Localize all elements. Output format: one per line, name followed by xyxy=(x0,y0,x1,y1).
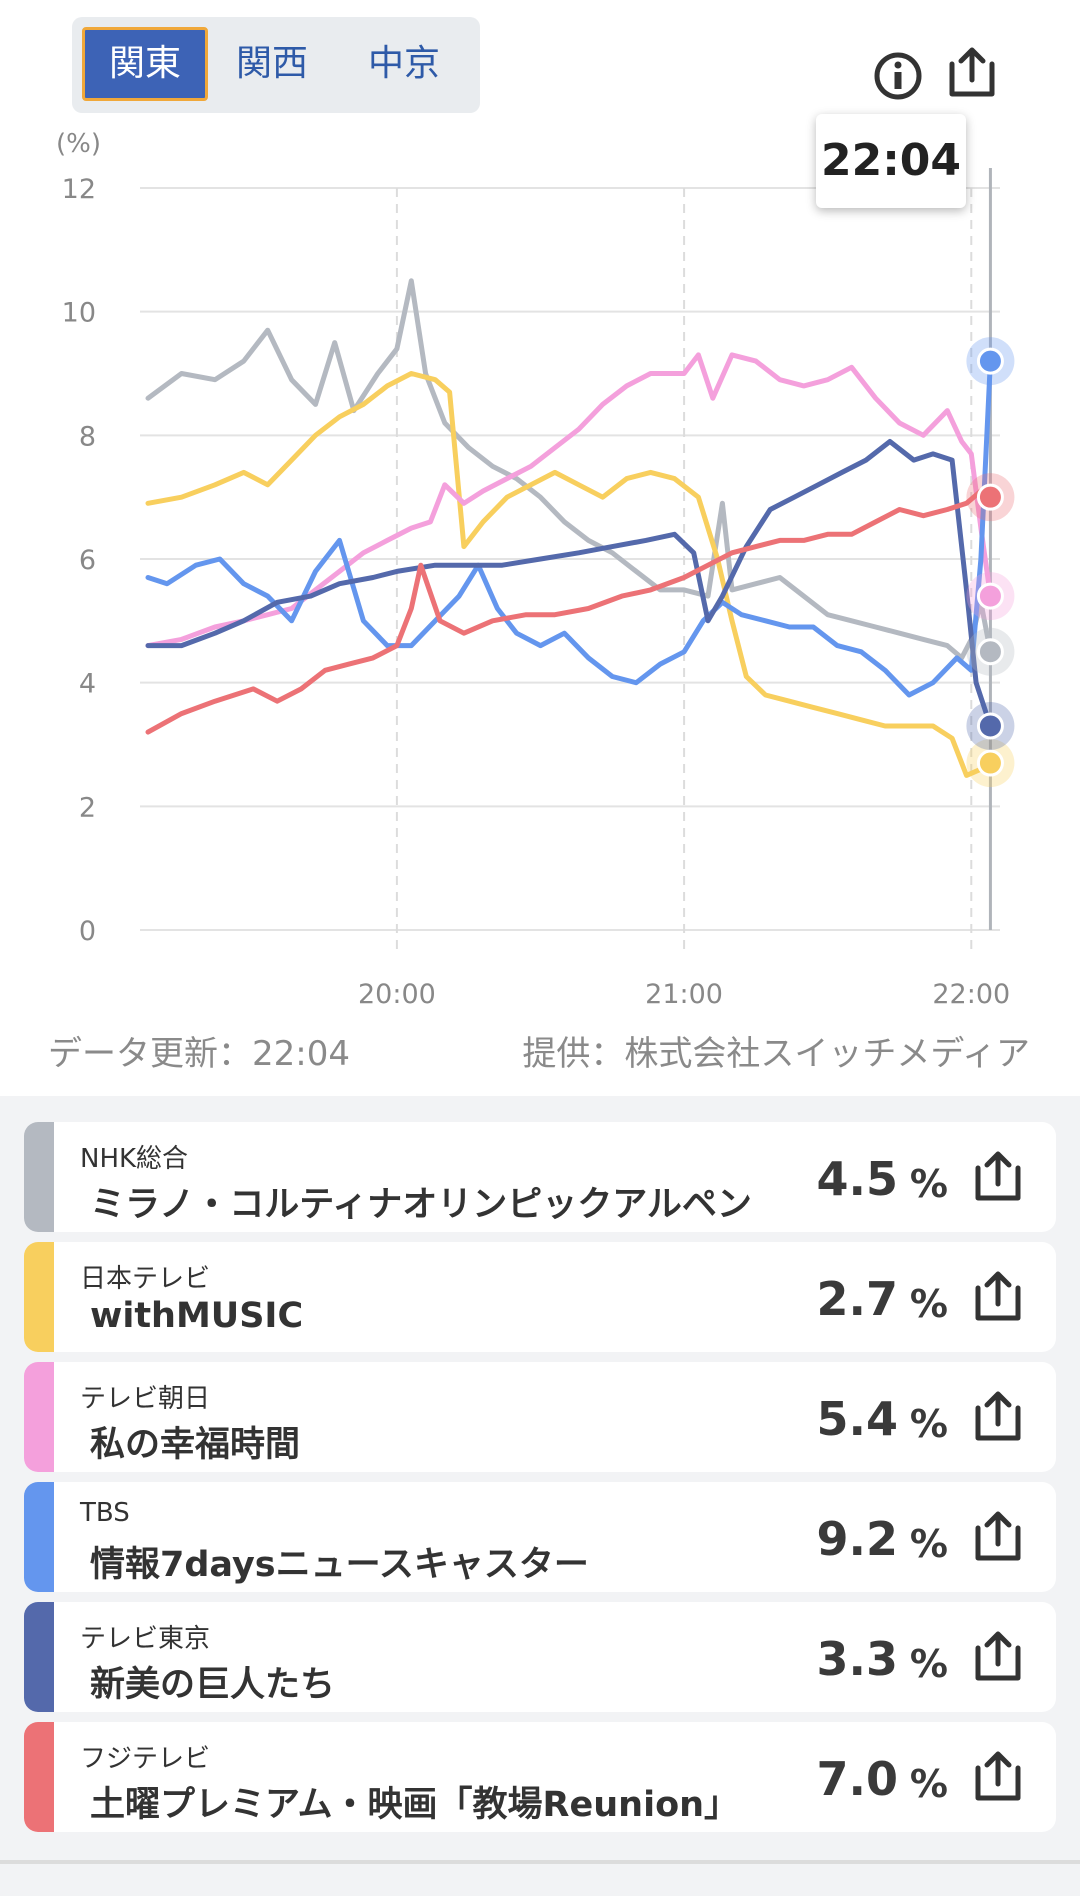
rating-value: 3.3 xyxy=(816,1632,899,1686)
program-title: 私の幸福時間 xyxy=(90,1425,301,1465)
y-axis-label: (%) xyxy=(56,129,101,159)
channel-name: フジテレビ xyxy=(80,1744,211,1774)
channel-card[interactable]: テレビ東京新美の巨人たち 3.3% xyxy=(24,1602,1056,1712)
rating-unit: % xyxy=(909,1402,948,1446)
channel-color-stripe xyxy=(24,1602,54,1712)
series-line xyxy=(145,488,993,735)
channel-color-stripe xyxy=(24,1362,54,1472)
y-tick-label: 6 xyxy=(79,545,96,576)
y-tick-label: 0 xyxy=(79,916,96,947)
y-tick-label: 4 xyxy=(79,669,96,700)
channel-color-stripe xyxy=(24,1122,54,1232)
program-title: ミラノ・コルティナオリンピックアルペン xyxy=(90,1185,752,1225)
series-line xyxy=(145,371,993,778)
y-tick-label: 8 xyxy=(79,421,96,452)
share-icon[interactable] xyxy=(970,1748,1026,1804)
tab-chukyo[interactable]: 中京 xyxy=(367,43,440,84)
ratings-line-chart: (%) 0 2 4 6 8 10 12 20:00 21:00 22:00 xyxy=(56,129,1015,1010)
channel-name: TBS xyxy=(80,1498,130,1528)
rating-value: 5.4 xyxy=(816,1392,899,1446)
channel-card[interactable]: NHK総合ミラノ・コルティナオリンピックアルペン 4.5% xyxy=(24,1122,1056,1232)
info-circle-icon[interactable] xyxy=(872,50,924,102)
program-title: 新美の巨人たち xyxy=(90,1665,336,1705)
rating-value: 9.2 xyxy=(816,1512,899,1566)
program-title: withMUSIC xyxy=(90,1296,304,1336)
data-updated-text: データ更新：22:04 xyxy=(48,1034,350,1074)
series-marker xyxy=(976,712,1004,740)
rating-unit: % xyxy=(909,1762,948,1806)
series-line xyxy=(145,352,993,649)
channel-card[interactable]: TBS 情報7daysニュースキャスター 9.2% xyxy=(24,1482,1056,1592)
tab-kanto[interactable]: 関東 xyxy=(82,27,208,101)
share-icon[interactable] xyxy=(970,1628,1026,1684)
channel-name: NHK総合 xyxy=(80,1144,189,1174)
channel-color-stripe xyxy=(24,1242,54,1352)
rating-unit: % xyxy=(909,1282,948,1326)
program-title: 土曜プレミアム・映画「教場Reunion」 xyxy=(90,1785,740,1825)
region-tabs: 関東 関西 中京 xyxy=(72,17,480,113)
program-title: 情報7daysニュースキャスター xyxy=(90,1545,589,1585)
channel-color-stripe xyxy=(24,1482,54,1592)
series-marker xyxy=(976,638,1004,666)
channel-color-stripe xyxy=(24,1722,54,1832)
series-line xyxy=(145,439,993,729)
channel-name: テレビ東京 xyxy=(80,1624,211,1654)
divider xyxy=(0,1860,1080,1864)
rating-unit: % xyxy=(909,1642,948,1686)
rating-unit: % xyxy=(909,1522,948,1566)
series-marker xyxy=(976,483,1004,511)
share-icon[interactable] xyxy=(970,1148,1026,1204)
share-icon[interactable] xyxy=(944,44,1000,100)
share-icon[interactable] xyxy=(970,1268,1026,1324)
x-tick-label: 20:00 xyxy=(358,979,436,1010)
rating-unit: % xyxy=(909,1162,948,1206)
channel-card[interactable]: 日本テレビ withMUSIC 2.7% xyxy=(24,1242,1056,1352)
x-tick-label: 22:00 xyxy=(932,979,1010,1010)
share-icon[interactable] xyxy=(970,1508,1026,1564)
x-tick-label: 21:00 xyxy=(645,979,723,1010)
rating-value: 4.5 xyxy=(816,1152,899,1206)
y-tick-label: 2 xyxy=(79,792,96,823)
series-marker xyxy=(976,582,1004,610)
channel-name: テレビ朝日 xyxy=(80,1384,211,1414)
series-marker xyxy=(976,347,1004,375)
rating-value: 2.7 xyxy=(816,1272,899,1326)
channel-card[interactable]: フジテレビ土曜プレミアム・映画「教場Reunion」 7.0% xyxy=(24,1722,1056,1832)
y-tick-label: 12 xyxy=(62,174,96,205)
channel-card[interactable]: テレビ朝日私の幸福時間 5.4% xyxy=(24,1362,1056,1472)
share-icon[interactable] xyxy=(970,1388,1026,1444)
rating-value: 7.0 xyxy=(816,1752,899,1806)
series-marker xyxy=(976,749,1004,777)
tab-kansai[interactable]: 関西 xyxy=(235,43,308,84)
y-tick-label: 10 xyxy=(62,298,96,329)
series-line xyxy=(145,358,993,698)
channel-name: 日本テレビ xyxy=(80,1264,211,1294)
time-tooltip: 22:04 xyxy=(816,114,966,208)
provider-text: 提供：株式会社スイッチメディア xyxy=(522,1034,1030,1074)
